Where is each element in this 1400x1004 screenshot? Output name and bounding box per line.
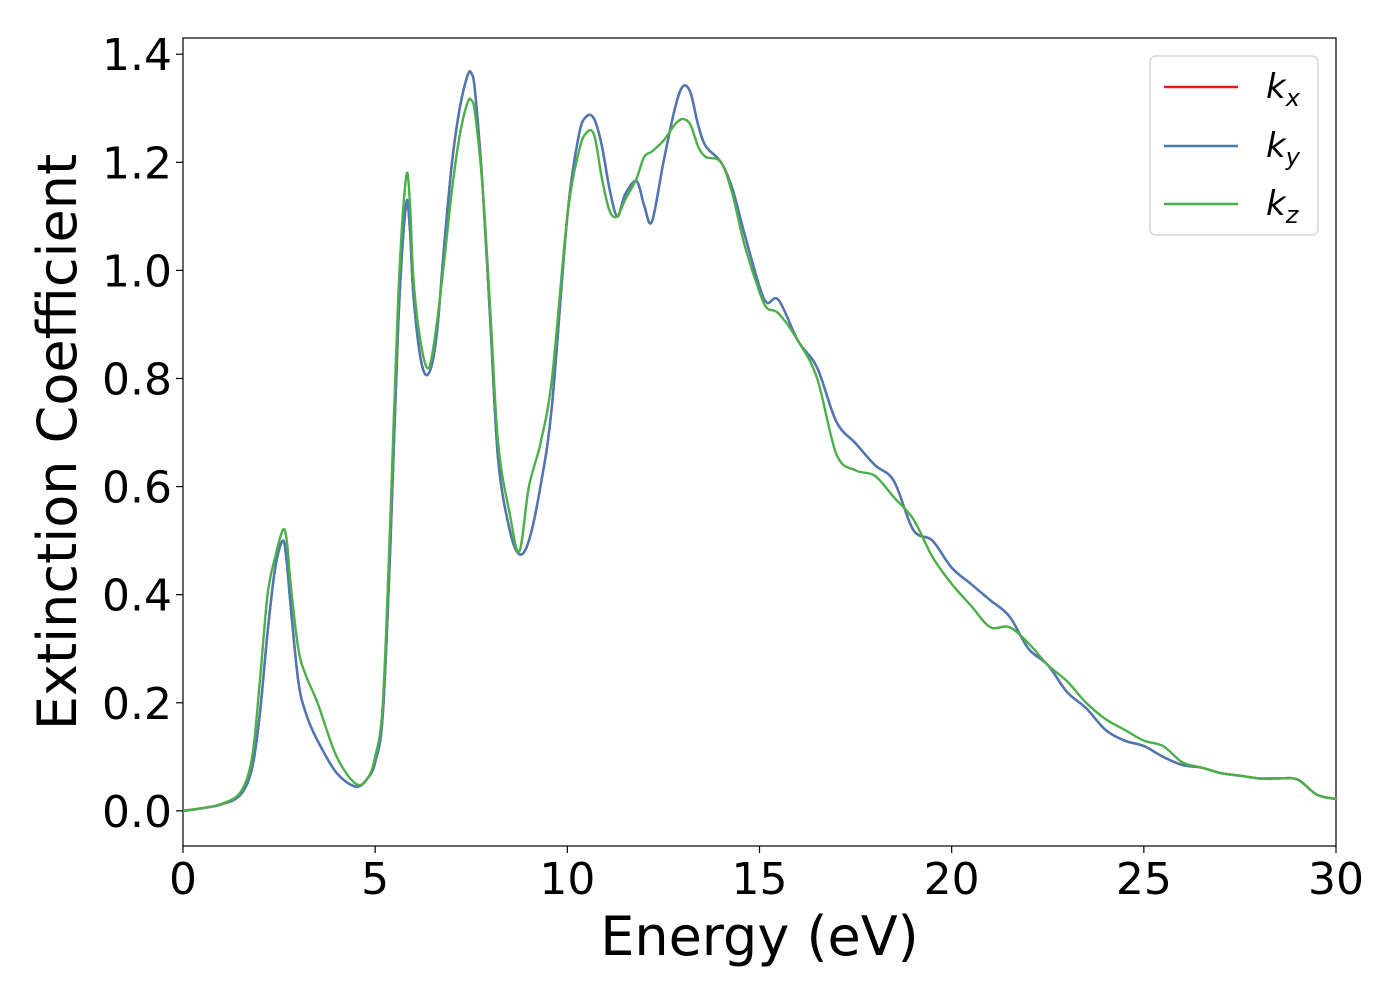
y-tick-label: 0.6 <box>102 463 172 514</box>
legend-label-z: kz <box>1266 184 1300 229</box>
legend-label-y: ky <box>1266 126 1301 171</box>
legend-label-x: kx <box>1266 67 1301 112</box>
y-tick-label: 1.0 <box>102 246 172 297</box>
legend-items: kx ky kz <box>1164 67 1301 229</box>
x-axis-title: Energy (eV) <box>600 905 919 968</box>
y-tick-label: 0.2 <box>102 679 172 730</box>
y-tick-label: 0.4 <box>102 571 172 622</box>
x-tick-label: 0 <box>169 854 197 905</box>
legend: kx ky kz <box>1149 55 1319 236</box>
x-tick-label: 30 <box>1308 854 1364 905</box>
y-tick-label: 1.4 <box>102 30 172 81</box>
x-tick-label: 10 <box>539 854 595 905</box>
x-tick-label: 20 <box>924 854 980 905</box>
x-tick-label: 5 <box>361 854 389 905</box>
y-tick-label: 0.8 <box>102 354 172 405</box>
plot-area: 0 5 10 15 20 25 30 0.0 0.2 0.4 0.6 0.8 1.0 1.2 1.4 <box>102 30 1364 905</box>
y-tick-label: 0.0 <box>102 787 172 838</box>
series-layer <box>181 70 1338 813</box>
x-axis-ticks: 0 5 10 15 20 25 30 <box>169 846 1364 905</box>
y-tick-label: 1.2 <box>102 138 172 189</box>
series-line-z <box>181 97 1338 813</box>
y-axis-title: Extinction Coefficient <box>26 154 89 730</box>
y-axis-ticks: 0.0 0.2 0.4 0.6 0.8 1.0 1.2 1.4 <box>102 30 183 838</box>
x-tick-label: 25 <box>1116 854 1172 905</box>
x-tick-label: 15 <box>732 854 788 905</box>
